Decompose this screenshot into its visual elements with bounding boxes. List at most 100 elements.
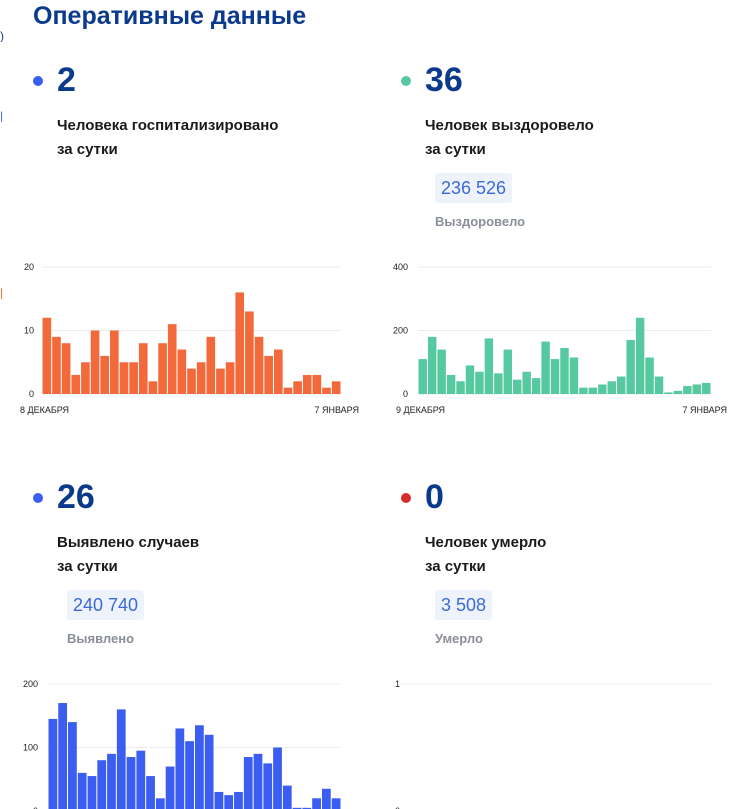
bar [702,382,711,394]
left-edge-artifacts: ) | | [0,0,6,809]
bar [61,343,71,394]
bar [475,371,484,394]
hospitalized-chart: 0 10 20 8 ДЕКАБРЯ 7 ЯНВАРЯ [0,258,360,418]
bar [245,311,254,394]
bar [177,349,187,394]
page-title: Оперативные данные [33,2,307,30]
hospitalized-value: 2 [57,61,76,99]
bar [81,362,90,394]
y-tick-label: 200 [23,679,38,689]
bar [626,340,635,394]
cases-card: 26 Выявлено случаев за сутки 240 740 Выя… [33,479,373,679]
x-end-label: 7 ЯНВАРЯ [682,405,727,415]
bar [148,381,158,394]
bar [58,703,68,809]
bar [427,336,437,394]
bar [100,355,110,394]
recovered-card: 36 Человек выздоровело за сутки 236 526 … [401,62,741,262]
bar [42,317,52,394]
y-tick-label: 20 [24,262,34,272]
y-tick-label: 0 [33,806,38,809]
bar [465,365,475,394]
bar [331,798,341,809]
deaths-total-label: Умерло [435,631,483,646]
edge-mark: | [0,110,4,122]
desc-line: Человек выздоровело [425,117,594,134]
bar [253,753,263,809]
cases-chart-svg: 0 100 200 [23,679,341,809]
bar [235,292,245,394]
bar [683,386,692,394]
recovered-chart-svg: 0 200 400 9 ДЕКАБРЯ 7 ЯНВАРЯ [393,262,727,415]
bar [541,341,550,394]
bar [607,381,616,394]
bar [68,722,77,809]
bar [264,355,273,394]
deaths-card: 0 Человек умерло за сутки 3 508 Умерло [401,479,741,679]
bar [654,376,664,394]
bar [175,728,185,809]
bar [216,368,225,394]
hospitalized-chart-svg: 0 10 20 8 ДЕКАБРЯ 7 ЯНВАРЯ [20,262,359,415]
y-tick-label: 400 [393,262,408,272]
bar [283,387,293,394]
bar [616,376,626,394]
bar [569,357,579,394]
bar [418,359,427,394]
recovered-value: 36 [425,61,463,99]
bar [673,390,683,394]
bar [87,776,97,809]
y-tick-label: 1 [395,679,400,689]
recovered-total-label: Выздоровело [435,214,526,229]
bar [664,392,673,394]
bar [598,384,607,394]
bar [243,757,253,809]
bar [513,379,522,394]
x-start-label: 8 ДЕКАБРЯ [20,405,69,415]
red-dot-icon [401,493,411,503]
bar [119,362,129,394]
bar [494,373,503,394]
bar [97,760,107,809]
hospitalized-card: 2 Человека госпитализировано за сутки [33,62,373,402]
bar [116,709,126,809]
y-tick-label: 0 [403,389,408,399]
bar [531,378,541,394]
hospitalized-description: Человека госпитализировано за сутки [57,114,337,162]
desc-line: за сутки [425,141,486,158]
bar [165,766,175,809]
deaths-total-badge: 3 508 [435,590,493,620]
y-tick-label: 0 [29,389,34,399]
bar [456,381,465,394]
bar [446,374,456,394]
recovered-description: Человек выздоровело за сутки [425,114,705,162]
bar [322,387,331,394]
teal-dot-icon [401,76,411,86]
bar [321,788,331,809]
edge-mark: | [0,287,4,299]
bar [292,807,302,809]
bar [437,349,446,394]
bar [282,785,292,809]
bar [645,357,654,394]
bar [206,336,216,394]
desc-line: Выявлено случаев [57,534,200,551]
bar [77,772,87,809]
bar [167,324,177,394]
blue-dot-icon [33,493,43,503]
y-tick-label: 100 [23,743,38,753]
bar [522,371,531,394]
desc-line: Человека госпитализировано [57,117,279,134]
y-tick-label: 200 [393,326,408,336]
bar [52,336,61,394]
bar [302,807,312,809]
bar [503,349,513,394]
bar [196,362,206,394]
cases-chart: 0 100 200 [0,675,360,809]
bar [263,763,273,809]
bar [129,362,138,394]
bar [90,330,100,394]
y-tick-label: 0 [395,806,400,809]
deaths-description: Человек умерло за сутки [425,531,705,579]
bar [579,387,588,394]
